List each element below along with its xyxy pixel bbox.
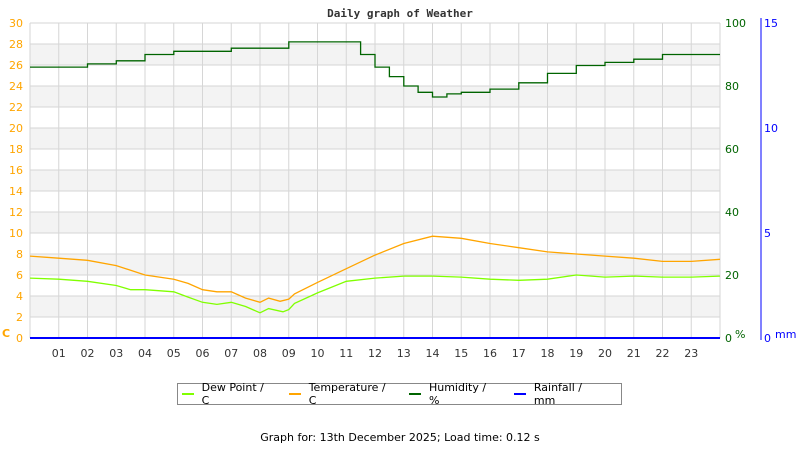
legend-label: Dew Point / C: [201, 381, 264, 407]
x-tick-label: 16: [483, 347, 497, 360]
x-tick-label: 15: [454, 347, 468, 360]
humidity-tick-label: 100: [725, 17, 746, 30]
x-tick-label: 01: [52, 347, 66, 360]
legend-swatch: [182, 393, 194, 395]
chart-title: Daily graph of Weather: [327, 7, 473, 20]
x-tick-label: 03: [109, 347, 123, 360]
legend-item: Temperature / C: [289, 381, 387, 407]
left-tick-label: 4: [16, 290, 23, 303]
chart-svg: Daily graph of Weather 02468101214161820…: [2, 7, 796, 360]
left-tick-label: 6: [16, 269, 23, 282]
x-tick-label: 05: [167, 347, 181, 360]
x-tick-label: 13: [397, 347, 411, 360]
x-tick-label: 22: [656, 347, 670, 360]
legend-item: Dew Point / C: [182, 381, 267, 407]
humidity-tick-label: 0: [725, 332, 732, 345]
x-tick-label: 10: [311, 347, 325, 360]
footer-status: Graph for: 13th December 2025; Load time…: [260, 431, 540, 444]
rainfall-tick-label: 10: [764, 122, 778, 135]
left-tick-label: 12: [9, 206, 23, 219]
x-tick-label: 07: [224, 347, 238, 360]
x-tick-label: 20: [598, 347, 612, 360]
left-tick-label: 10: [9, 227, 23, 240]
left-tick-label: 0: [16, 332, 23, 345]
humidity-tick-label: 80: [725, 80, 739, 93]
x-tick-label: 02: [81, 347, 95, 360]
legend-label: Temperature / C: [308, 381, 386, 407]
left-tick-label: 2: [16, 311, 23, 324]
legend: Dew Point / C Temperature / C Humidity / %…: [177, 381, 622, 407]
legend-label: Humidity / %: [428, 381, 487, 407]
humidity-tick-label: 40: [725, 206, 739, 219]
legend-item: Humidity / %: [409, 381, 492, 407]
x-tick-label: 14: [426, 347, 440, 360]
x-tick-label: 19: [569, 347, 583, 360]
humidity-tick-label: 20: [725, 269, 739, 282]
left-tick-label: 26: [9, 59, 23, 72]
x-tick-label: 21: [627, 347, 641, 360]
x-tick-label: 06: [196, 347, 210, 360]
x-tick-label: 09: [282, 347, 296, 360]
x-tick-label: 11: [339, 347, 353, 360]
left-tick-label: 14: [9, 185, 23, 198]
rainfall-tick-label: 15: [764, 17, 778, 30]
left-tick-label: 18: [9, 143, 23, 156]
left-axis-unit: C: [2, 327, 10, 340]
left-tick-label: 16: [9, 164, 23, 177]
legend-swatch: [514, 393, 526, 395]
series-line-2: [30, 41, 720, 98]
left-tick-label: 30: [9, 17, 23, 30]
rainfall-axis-unit: mm: [775, 328, 796, 341]
x-tick-label: 18: [541, 347, 555, 360]
legend-swatch: [409, 393, 421, 395]
series-line-0: [29, 274, 721, 314]
left-tick-label: 24: [9, 80, 23, 93]
humidity-tick-label: 60: [725, 143, 739, 156]
left-tick-label: 28: [9, 38, 23, 51]
x-tick-label: 04: [138, 347, 152, 360]
rainfall-tick-label: 5: [764, 227, 771, 240]
legend-swatch: [289, 393, 301, 395]
legend-label: Rainfall / mm: [533, 381, 582, 407]
left-tick-label: 22: [9, 101, 23, 114]
left-tick-label: 8: [16, 248, 23, 261]
legend-item: Rainfall / mm: [514, 381, 599, 407]
x-tick-label: 17: [512, 347, 526, 360]
series-line-1: [29, 235, 721, 303]
x-tick-label: 23: [684, 347, 698, 360]
x-tick-label: 08: [253, 347, 267, 360]
left-tick-label: 20: [9, 122, 23, 135]
humidity-axis-unit: %: [735, 328, 745, 341]
x-tick-label: 12: [368, 347, 382, 360]
rainfall-tick-label: 0: [764, 332, 771, 345]
